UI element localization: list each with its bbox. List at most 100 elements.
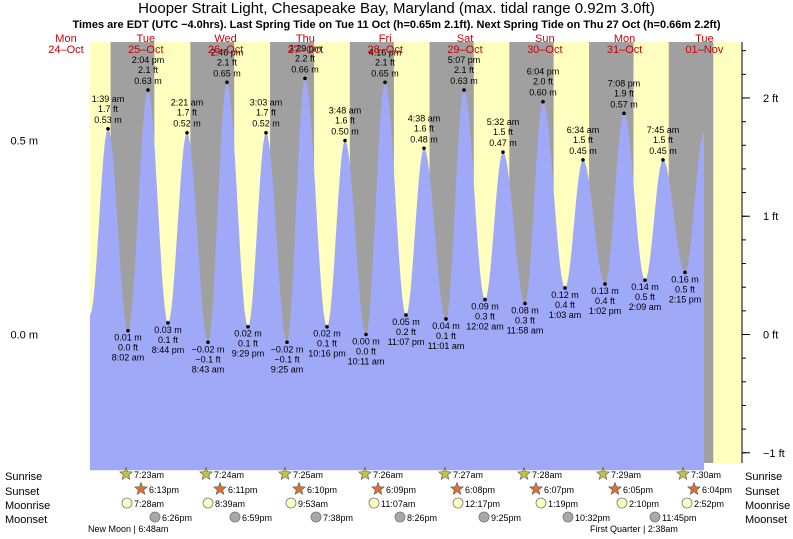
right-axis-tick-label: 1 ft [763,211,778,223]
high-tide-time: 3:48 am [329,106,362,116]
low-tide-time: 11:58 am [507,325,544,335]
high-tide-feet: 1.5 ft [493,127,514,137]
moonrise-icon [616,497,628,509]
sunset-time: 6:04pm [702,485,732,495]
low-tide-feet: 0.1 ft [317,339,338,349]
moonrise-time: 2:10pm [629,499,659,509]
high-tide-point [422,146,426,151]
high-tide-time: 3:29 pm [289,43,322,53]
high-tide-time: 2:46 pm [211,47,244,57]
low-tide-point [444,317,448,321]
moonset-icon [310,511,322,523]
low-tide-point [246,324,250,329]
sunrise-icon [358,466,372,480]
low-tide-point [523,301,527,306]
sunset-time: 6:05pm [623,485,653,495]
daylight-band [713,42,742,463]
moonset-icon [229,511,241,523]
low-tide-time: 12:02 am [466,322,504,332]
sunset-time: 6:13pm [149,485,179,495]
moonset-time: 11:45pm [662,513,696,523]
sunrise-time: 7:27am [453,470,483,480]
moonset-time: 6:59pm [242,513,272,523]
high-tide-feet: 1.6 ft [335,116,356,126]
low-tide-metres: 0.04 m [432,321,460,331]
high-tide-metres: 0.50 m [331,127,359,137]
high-tide-feet: 1.7 ft [177,108,198,118]
low-tide-point [643,278,647,282]
row-label-left: Moonset [5,514,47,526]
sunset-time: 6:10pm [307,485,337,495]
low-tide-point [325,324,329,329]
low-tide-time: 2:15 pm [669,294,702,304]
high-tide-point [622,111,626,116]
low-tide-metres: 0.05 m [392,317,420,327]
high-tide-point [343,138,347,143]
low-tide-feet: 0.3 ft [475,312,496,322]
low-tide-point [364,332,368,337]
moonset-time: 10:32pm [575,513,610,523]
moon-phase-new: New Moon | 6:48am [88,524,168,534]
moonrise-icon [202,497,214,509]
high-tide-feet: 2.0 ft [533,77,554,87]
high-tide-metres: 0.47 m [489,138,517,148]
day-name: Sat [457,33,474,45]
high-tide-point [661,158,665,162]
sunrise-icon [438,466,452,480]
moonset-time: 6:26pm [162,513,192,523]
high-tide-time: 3:03 am [250,98,283,108]
high-tide-point [501,150,505,154]
high-tide-point [106,127,110,131]
high-tide-metres: 0.63 m [134,76,162,86]
low-tide-metres: 0.09 m [471,302,499,312]
low-tide-time: 8:02 am [112,353,145,363]
low-tide-point [206,340,210,345]
high-tide-time: 7:45 am [647,125,680,135]
day-date: 27–Oct [288,44,323,56]
low-tide-feet: −0.1 ft [274,354,300,364]
low-tide-feet: 0.5 ft [635,292,656,302]
high-tide-point [185,130,189,135]
high-tide-point [303,76,307,81]
moonrise-icon [452,497,464,509]
sunrise-icon [119,466,133,480]
low-tide-feet: 0.4 ft [595,296,616,306]
sunset-icon [450,481,464,495]
day-name: Thu [296,33,315,45]
high-tide-feet: 2.1 ft [375,57,396,67]
sunset-icon [371,481,385,495]
high-tide-time: 5:07 pm [448,55,481,65]
day-name: Mon [614,33,635,45]
moonset-icon [394,511,406,523]
low-tide-time: 10:16 pm [308,349,346,359]
sunset-icon [608,481,622,495]
low-tide-time: 11:07 pm [388,337,425,347]
low-tide-metres: 0.13 m [591,286,619,296]
high-tide-metres: 0.63 m [450,76,478,86]
high-tide-point [383,80,387,85]
sunrise-time: 7:24am [214,470,244,480]
row-label-right: Moonset [745,514,787,526]
sunset-icon [687,481,701,495]
high-tide-point [225,80,229,85]
low-tide-metres: 0.01 m [114,333,142,343]
moonset-icon [478,511,490,523]
day-date: 30–Oct [527,44,562,56]
low-tide-feet: −0.1 ft [195,354,221,364]
day-name: Tue [137,33,156,45]
moonset-time: 7:38pm [323,513,353,523]
low-tide-metres: 0.08 m [511,305,539,315]
low-tide-metres: 0.12 m [551,290,579,300]
right-axis-tick-label: 0 ft [763,330,778,342]
sunset-time: 6:11pm [228,485,257,495]
low-tide-point [603,282,607,286]
high-tide-feet: 1.7 ft [256,108,277,118]
chart-title: Hooper Strait Light, Chesapeake Bay, Mar… [138,0,655,17]
high-tide-metres: 0.66 m [291,64,319,74]
high-tide-time: 2:21 am [171,98,204,108]
low-tide-metres: −0.02 m [192,344,225,354]
low-tide-feet: 0.2 ft [396,327,417,337]
moonrise-icon [121,497,133,509]
low-tide-time: 2:09 am [629,302,662,312]
